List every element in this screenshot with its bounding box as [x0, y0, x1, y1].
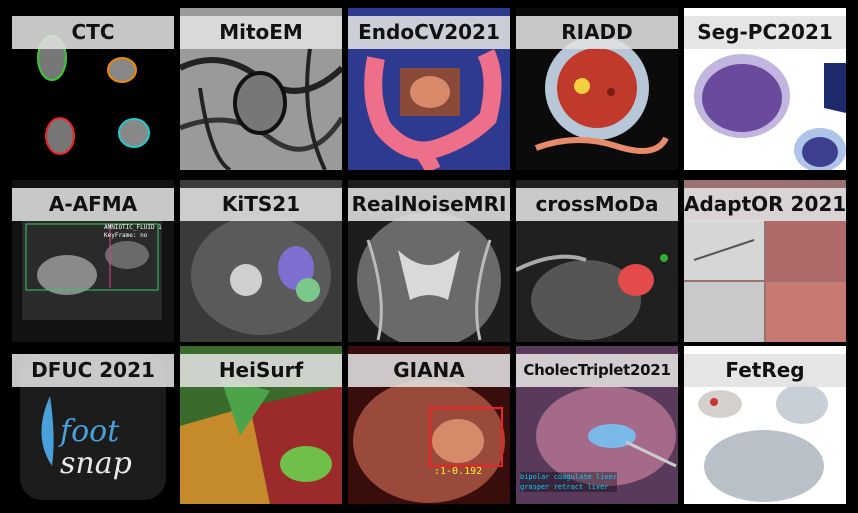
tile-a-afma: AMNIOTIC_FLUID 1 KeyFrame: no A-AFMA: [12, 180, 174, 342]
tile-label: GIANA: [348, 354, 510, 387]
dfuc-logo-word2: snap: [60, 446, 132, 481]
tile-label: RIADD: [516, 16, 678, 49]
tile-realnoisemri: RealNoiseMRI: [348, 180, 510, 342]
tile-crossmoda: crossMoDa: [516, 180, 678, 342]
tile-adaptor2021: AdaptOR 2021: [684, 180, 846, 342]
tile-mitoem: MitoEM: [180, 8, 342, 170]
dfuc-logo-word1: foot: [60, 414, 120, 449]
afma-annotation-line1: AMNIOTIC_FLUID 1: [104, 224, 162, 231]
tile-endocv2021: EndoCV2021: [348, 8, 510, 170]
tile-label: AdaptOR 2021: [684, 188, 846, 221]
tile-kits21: KiTS21: [180, 180, 342, 342]
tile-label: HeiSurf: [180, 354, 342, 387]
tile-label: A-AFMA: [12, 188, 174, 221]
tile-label: DFUC 2021: [12, 354, 174, 387]
cholectriplet-annotation-1: bipolar coagulate liver: [520, 473, 617, 481]
cholectriplet-annotations: bipolar coagulate liver grasper retract …: [520, 472, 617, 492]
tile-label: CTC: [12, 16, 174, 49]
tile-segpc2021: Seg-PC2021: [684, 8, 846, 170]
tile-label: RealNoiseMRI: [348, 188, 510, 221]
dfuc-logo: foot snap: [60, 416, 132, 480]
tile-label: Seg-PC2021: [684, 16, 846, 49]
tile-cholectriplet2021: bipolar coagulate liver grasper retract …: [516, 346, 678, 504]
tile-dfuc2021: foot snap DFUC 2021: [12, 346, 174, 504]
giana-score: :1-0.192: [434, 466, 483, 477]
tile-label: crossMoDa: [516, 188, 678, 221]
tile-riadd: RIADD: [516, 8, 678, 170]
afma-annotation-line2: KeyFrame: no: [104, 232, 148, 239]
tile-giana: :1-0.192 GIANA: [348, 346, 510, 504]
cholectriplet-annotation-2: grasper retract liver: [520, 483, 609, 491]
afma-annotation: AMNIOTIC_FLUID 1 KeyFrame: no: [104, 224, 162, 240]
tile-label: FetReg: [684, 354, 846, 387]
tile-label: EndoCV2021: [348, 16, 510, 49]
tile-label: CholecTriplet2021: [516, 354, 678, 387]
tile-label: MitoEM: [180, 16, 342, 49]
tile-heisurf: HeiSurf: [180, 346, 342, 504]
tile-ctc: CTC: [12, 8, 174, 170]
tile-fetreg: FetReg: [684, 346, 846, 504]
tile-label: KiTS21: [180, 188, 342, 221]
